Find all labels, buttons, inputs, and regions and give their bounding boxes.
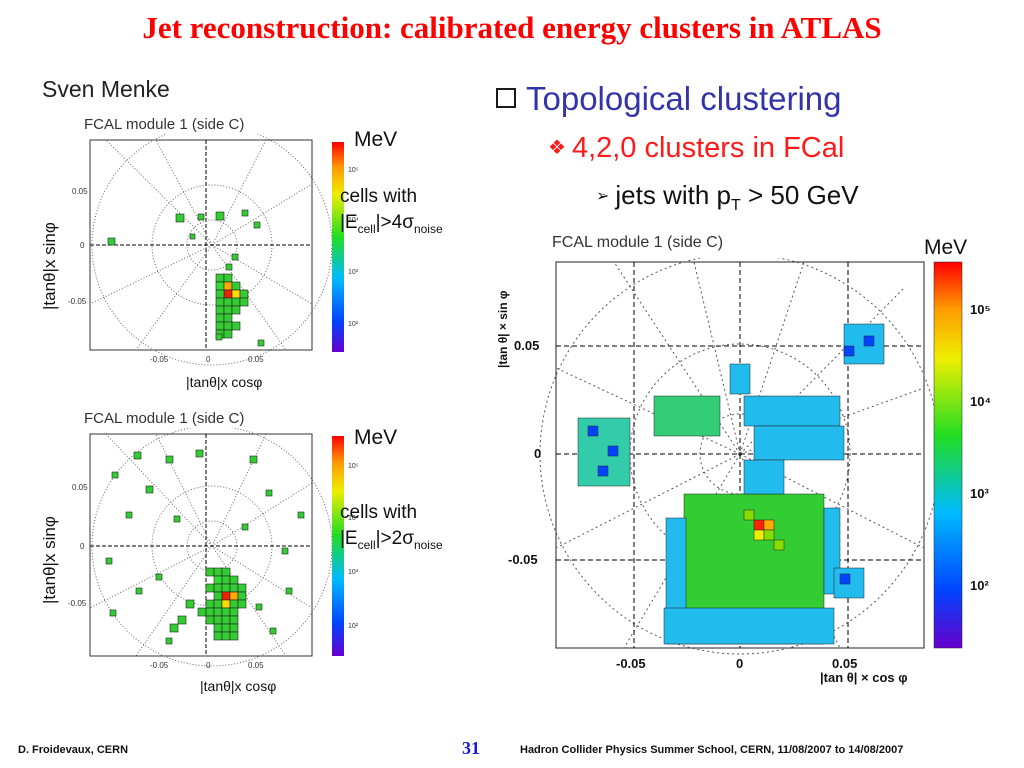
bullet-subscript: T: [731, 197, 741, 215]
diamond-bullet-icon: ❖: [548, 137, 566, 159]
annotation-subscript: noise: [413, 221, 443, 236]
svg-text:-0.05: -0.05: [68, 297, 87, 306]
annotation-subscript: noise: [413, 537, 443, 552]
svg-text:-0.05: -0.05: [508, 552, 538, 567]
x-axis-label: |tan θ| × cos φ: [820, 670, 908, 685]
author-name: Sven Menke: [42, 76, 170, 102]
svg-text:10⁵: 10⁵: [348, 463, 359, 470]
svg-text:10²: 10²: [970, 578, 989, 593]
annotation-line: |Ecell|>4σnoise: [340, 210, 443, 242]
panel-top-left: FCAL module 1 (side C) |tanθ|x sinφ: [36, 110, 486, 400]
svg-text:10²: 10²: [348, 623, 359, 630]
svg-text:-0.05: -0.05: [616, 656, 646, 671]
bullet-level3: ➢ jets with pT > 50 GeV: [596, 180, 859, 215]
heatmap-plot: 0.05 0 -0.05 -0.05 0 0.05 10⁵ 10⁴ 10³ 10²: [68, 134, 359, 366]
bullet-text: Topological clustering: [526, 80, 842, 117]
checkbox-bullet-icon: [496, 88, 516, 108]
bullet-text: > 50 GeV: [740, 180, 859, 210]
svg-text:10³: 10³: [348, 569, 359, 576]
svg-text:10⁵: 10⁵: [348, 167, 359, 174]
annotation-subscript: cell: [357, 537, 376, 552]
svg-text:0: 0: [534, 446, 541, 461]
annotation-part: |>4σ: [375, 212, 414, 233]
svg-text:0.05: 0.05: [832, 656, 857, 671]
annotation-line: |Ecell|>2σnoise: [340, 526, 443, 558]
svg-text:0.05: 0.05: [514, 338, 539, 353]
bullet-text: 4,2,0 clusters in FCal: [571, 132, 845, 164]
cut-annotation: cells with |Ecell|>2σnoise: [340, 500, 443, 558]
svg-text:0.05: 0.05: [248, 355, 264, 364]
annotation-line: cells with: [340, 186, 418, 207]
bullet-text: jets with p: [615, 180, 732, 210]
colorbar-unit: MeV: [354, 426, 398, 449]
page-number: 31: [462, 738, 480, 758]
y-axis-label: |tanθ|x sinφ: [40, 222, 59, 310]
footer-left: D. Froidevaux, CERN: [18, 744, 129, 756]
svg-text:0: 0: [80, 542, 85, 551]
plot-title: FCAL module 1 (side C): [552, 234, 724, 251]
cut-annotation: cells with |Ecell|>4σnoise: [340, 184, 443, 242]
colorbar-unit: MeV: [924, 236, 968, 259]
panel-bottom-left: FCAL module 1 (side C) |tanθ|x sinφ: [36, 404, 486, 704]
svg-text:10⁴: 10⁴: [970, 394, 991, 409]
svg-text:0.05: 0.05: [72, 483, 88, 492]
annotation-line: cells with: [340, 502, 418, 523]
svg-text:0: 0: [80, 241, 85, 250]
heatmap-plot: 0.05 0 -0.05 -0.05 0 0.05 10⁵ 10⁴ 10³ 10²: [508, 258, 991, 671]
svg-text:10⁴: 10⁴: [348, 515, 359, 522]
annotation-subscript: cell: [357, 221, 376, 236]
colorbar-unit: MeV: [354, 128, 398, 151]
plot-title: FCAL module 1 (side C): [84, 116, 245, 133]
heatmap-plot: 0.05 0 -0.05 -0.05 0 0.05 10⁵ 10⁴ 10³ 10²: [68, 428, 359, 670]
x-axis-label: |tanθ|x cosφ: [200, 678, 277, 694]
svg-text:10⁵: 10⁵: [970, 302, 991, 317]
footer-right: Hadron Collider Physics Summer School, C…: [520, 744, 904, 756]
svg-text:0: 0: [206, 661, 211, 670]
svg-text:0.05: 0.05: [72, 187, 88, 196]
svg-text:0: 0: [206, 355, 211, 364]
bullet-level2: ❖ 4,2,0 clusters in FCal: [548, 132, 844, 165]
y-axis-label: |tanθ|x sinφ: [40, 516, 59, 604]
svg-text:0: 0: [736, 656, 743, 671]
annotation-part: |E: [340, 212, 358, 233]
panel-right: FCAL module 1 (side C) MeV |tan θ| × sin…: [490, 228, 1024, 708]
svg-text:-0.05: -0.05: [150, 661, 169, 670]
plot-title: FCAL module 1 (side C): [84, 410, 245, 427]
arrow-bullet-icon: ➢: [596, 188, 610, 205]
svg-text:-0.05: -0.05: [150, 355, 169, 364]
svg-text:10³: 10³: [348, 269, 359, 276]
x-axis-label: |tanθ|x cosφ: [186, 374, 263, 390]
bullet-level1: Topological clustering: [496, 80, 842, 118]
annotation-part: |>2σ: [375, 528, 414, 549]
annotation-part: |E: [340, 528, 358, 549]
svg-text:0.05: 0.05: [248, 661, 264, 670]
svg-text:10²: 10²: [348, 321, 359, 328]
svg-text:-0.05: -0.05: [68, 599, 87, 608]
svg-text:10³: 10³: [970, 486, 989, 501]
svg-text:10⁴: 10⁴: [348, 217, 359, 224]
slide-title: Jet reconstruction: calibrated energy cl…: [142, 10, 882, 45]
